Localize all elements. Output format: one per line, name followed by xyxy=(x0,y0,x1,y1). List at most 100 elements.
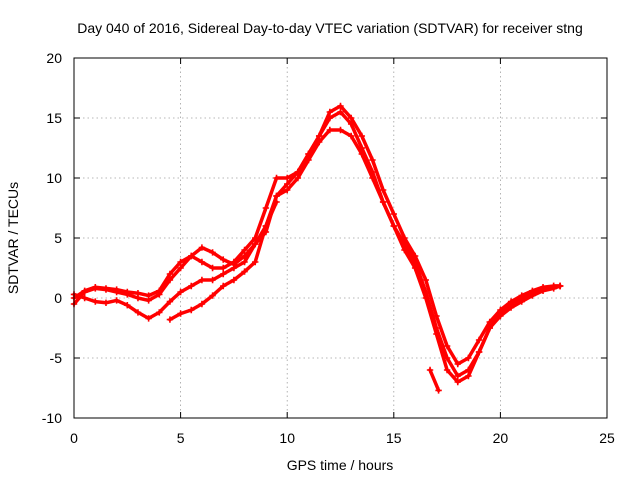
data-point xyxy=(166,270,174,278)
data-point xyxy=(529,292,536,299)
data-point xyxy=(198,258,206,266)
data-point xyxy=(145,292,152,299)
data-point xyxy=(337,108,344,116)
data-point xyxy=(305,156,312,164)
data-point xyxy=(315,132,323,140)
data-point xyxy=(166,316,174,323)
data-point xyxy=(166,298,174,305)
data-point xyxy=(188,306,195,314)
data-point xyxy=(92,298,99,305)
data-point xyxy=(475,336,483,344)
data-point xyxy=(347,132,355,140)
data-point xyxy=(220,282,227,290)
data-point xyxy=(379,186,387,194)
y-tick-label: 20 xyxy=(46,50,62,66)
data-point xyxy=(486,324,493,332)
data-point xyxy=(81,287,88,294)
data-point xyxy=(177,288,184,296)
data-point xyxy=(284,174,291,182)
data-point xyxy=(188,282,195,290)
data-point xyxy=(198,276,206,284)
data-point xyxy=(124,288,131,296)
data-point xyxy=(252,258,259,266)
data-point xyxy=(337,126,344,134)
data-point xyxy=(81,294,88,302)
data-point xyxy=(241,246,248,254)
data-point xyxy=(326,114,334,122)
data-point xyxy=(241,268,248,275)
data-point xyxy=(433,330,440,338)
data-point xyxy=(465,354,472,362)
data-point xyxy=(241,258,248,266)
data-point xyxy=(102,299,110,306)
data-point xyxy=(390,222,397,230)
y-tick-label: -5 xyxy=(50,350,63,366)
data-point xyxy=(198,244,206,251)
data-point xyxy=(273,198,280,206)
data-point xyxy=(134,309,142,316)
data-point xyxy=(369,174,376,182)
series-5 xyxy=(426,366,442,394)
data-point xyxy=(422,294,429,302)
data-point xyxy=(134,290,142,297)
data-point xyxy=(273,174,280,182)
data-point xyxy=(220,270,227,278)
data-point xyxy=(443,342,451,350)
y-tick-label: 10 xyxy=(46,170,62,186)
axis-tick-labels: 0 5 10 15 20 25 -10 -5 0 5 10 15 20 xyxy=(42,50,615,446)
data-point xyxy=(294,174,302,182)
data-point xyxy=(230,258,238,266)
data-point xyxy=(475,348,483,356)
data-point xyxy=(284,186,291,194)
data-point xyxy=(113,297,120,304)
data-point xyxy=(124,302,131,309)
data-point xyxy=(145,315,152,322)
data-point xyxy=(401,246,408,254)
y-tick-label: 5 xyxy=(54,230,62,246)
data-point xyxy=(347,114,355,122)
series-line xyxy=(428,368,441,393)
data-point xyxy=(209,292,216,299)
data-point xyxy=(454,372,461,380)
data-point xyxy=(369,156,376,164)
x-tick-label: 15 xyxy=(386,430,402,446)
data-point xyxy=(92,284,99,291)
data-point xyxy=(209,249,216,256)
data-point xyxy=(326,108,334,116)
data-point xyxy=(273,192,280,200)
data-point xyxy=(390,210,397,218)
data-point xyxy=(220,256,227,263)
data-point xyxy=(230,276,238,284)
data-point xyxy=(209,264,216,272)
data-point xyxy=(177,258,184,266)
data-point xyxy=(358,150,366,158)
series-line xyxy=(72,128,562,384)
data-point xyxy=(198,300,206,308)
data-point xyxy=(379,198,387,206)
data-point xyxy=(113,286,120,293)
x-tick-label: 0 xyxy=(70,430,78,446)
data-series xyxy=(70,102,564,394)
x-tick-label: 5 xyxy=(177,430,185,446)
data-point xyxy=(422,276,429,284)
y-tick-label: 15 xyxy=(46,110,62,126)
data-point xyxy=(284,180,291,188)
data-point xyxy=(220,264,227,272)
data-point xyxy=(556,282,564,290)
data-point xyxy=(497,312,504,320)
data-point xyxy=(550,285,557,292)
data-point xyxy=(156,287,163,294)
data-point xyxy=(443,366,451,374)
data-point xyxy=(188,252,195,260)
data-point xyxy=(465,372,472,380)
data-point xyxy=(358,132,366,140)
y-axis-label: SDTVAR / TECUs xyxy=(5,182,21,294)
y-tick-label: -10 xyxy=(42,410,62,426)
data-point xyxy=(177,264,184,272)
data-point xyxy=(177,310,184,317)
x-tick-label: 25 xyxy=(599,430,615,446)
data-point xyxy=(209,276,216,284)
data-point xyxy=(518,298,525,305)
data-point xyxy=(337,102,344,110)
